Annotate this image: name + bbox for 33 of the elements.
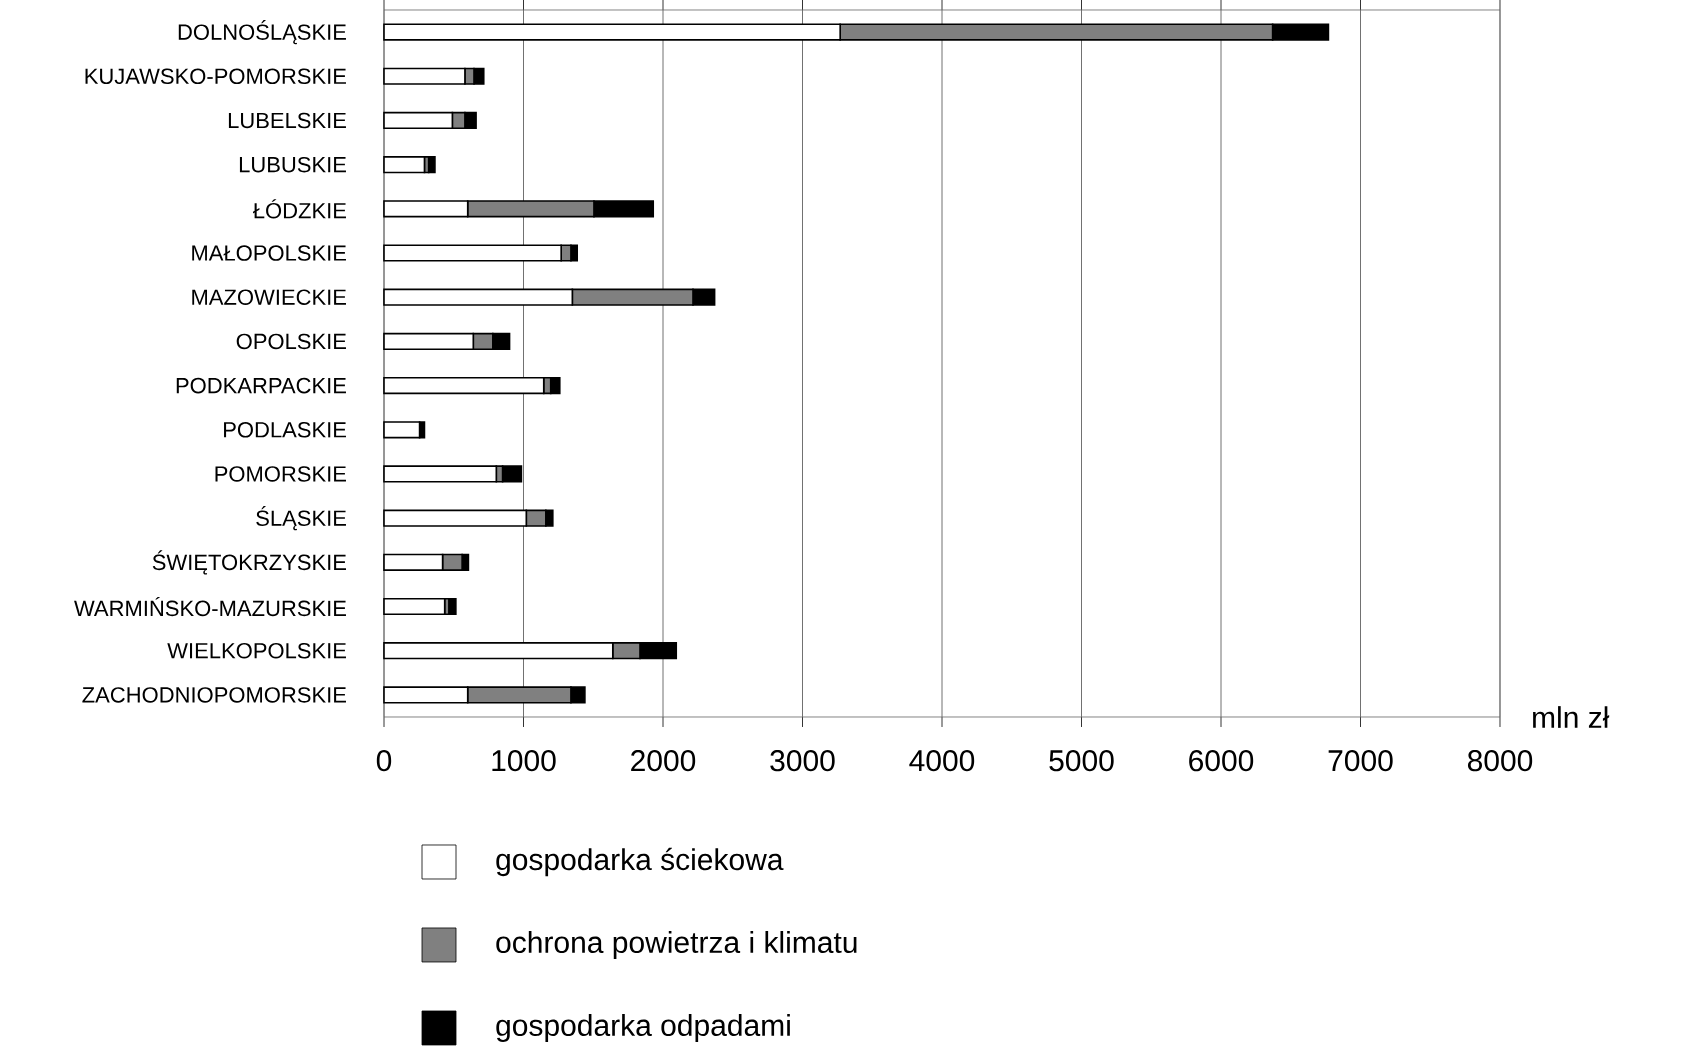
x-tick-label: 1000 xyxy=(492,750,556,772)
bar xyxy=(383,421,421,439)
x-tick-label: 4000 xyxy=(909,750,975,772)
y-tick-label: PODLASKIE xyxy=(224,422,346,438)
x-tick-label: 8000 xyxy=(1467,750,1533,772)
bar xyxy=(383,597,446,616)
x-tick-label: 6000 xyxy=(1189,750,1254,772)
y-tick-label: KUJAWSKO-POMORSKIE xyxy=(85,68,346,85)
y-tick-label: MAZOWIECKIE xyxy=(192,289,346,306)
y-tick-label: WIELKOPOLSKIE xyxy=(167,642,346,659)
y-tick-label: ZACHODNIOPOMORSKIE xyxy=(82,687,346,703)
y-tick-label: ŁÓDZKIE xyxy=(253,199,346,219)
legend-label: ochrona powietrza i klimatu xyxy=(496,931,857,959)
bar xyxy=(501,465,523,483)
y-tick-label: ŚLĄSKIE xyxy=(256,506,346,531)
x-tick-label: 7000 xyxy=(1328,750,1393,772)
x-tick-label: 2000 xyxy=(631,750,696,772)
x-tick-label: 3000 xyxy=(770,750,835,772)
y-tick-label: POMORSKIE xyxy=(215,466,346,482)
y-tick-label: OPOLSKIE xyxy=(236,333,346,350)
y-tick-label: WARMIŃSKO-MAZURSKIE xyxy=(74,596,346,617)
legend-label: gospodarka odpadami xyxy=(496,1014,790,1042)
x-tick-label: 0 xyxy=(376,750,392,772)
y-tick-label: LUBUSKIE xyxy=(239,156,346,173)
x-axis-title: mln zł xyxy=(1533,706,1610,728)
bar xyxy=(383,156,426,174)
y-tick-label: ŚWIĘTOKRZYSKIE xyxy=(152,550,346,575)
y-tick-label: MAŁOPOLSKIE xyxy=(192,245,346,261)
y-tick-label: PODKARPACKIE xyxy=(176,377,346,394)
y-tick-label: LUBELSKIE xyxy=(228,112,346,129)
y-tick-label: DOLNOŚLĄSKIE xyxy=(178,19,346,45)
legend-label: gospodarka ściekowa xyxy=(496,847,784,877)
x-tick-label: 5000 xyxy=(1049,750,1114,772)
